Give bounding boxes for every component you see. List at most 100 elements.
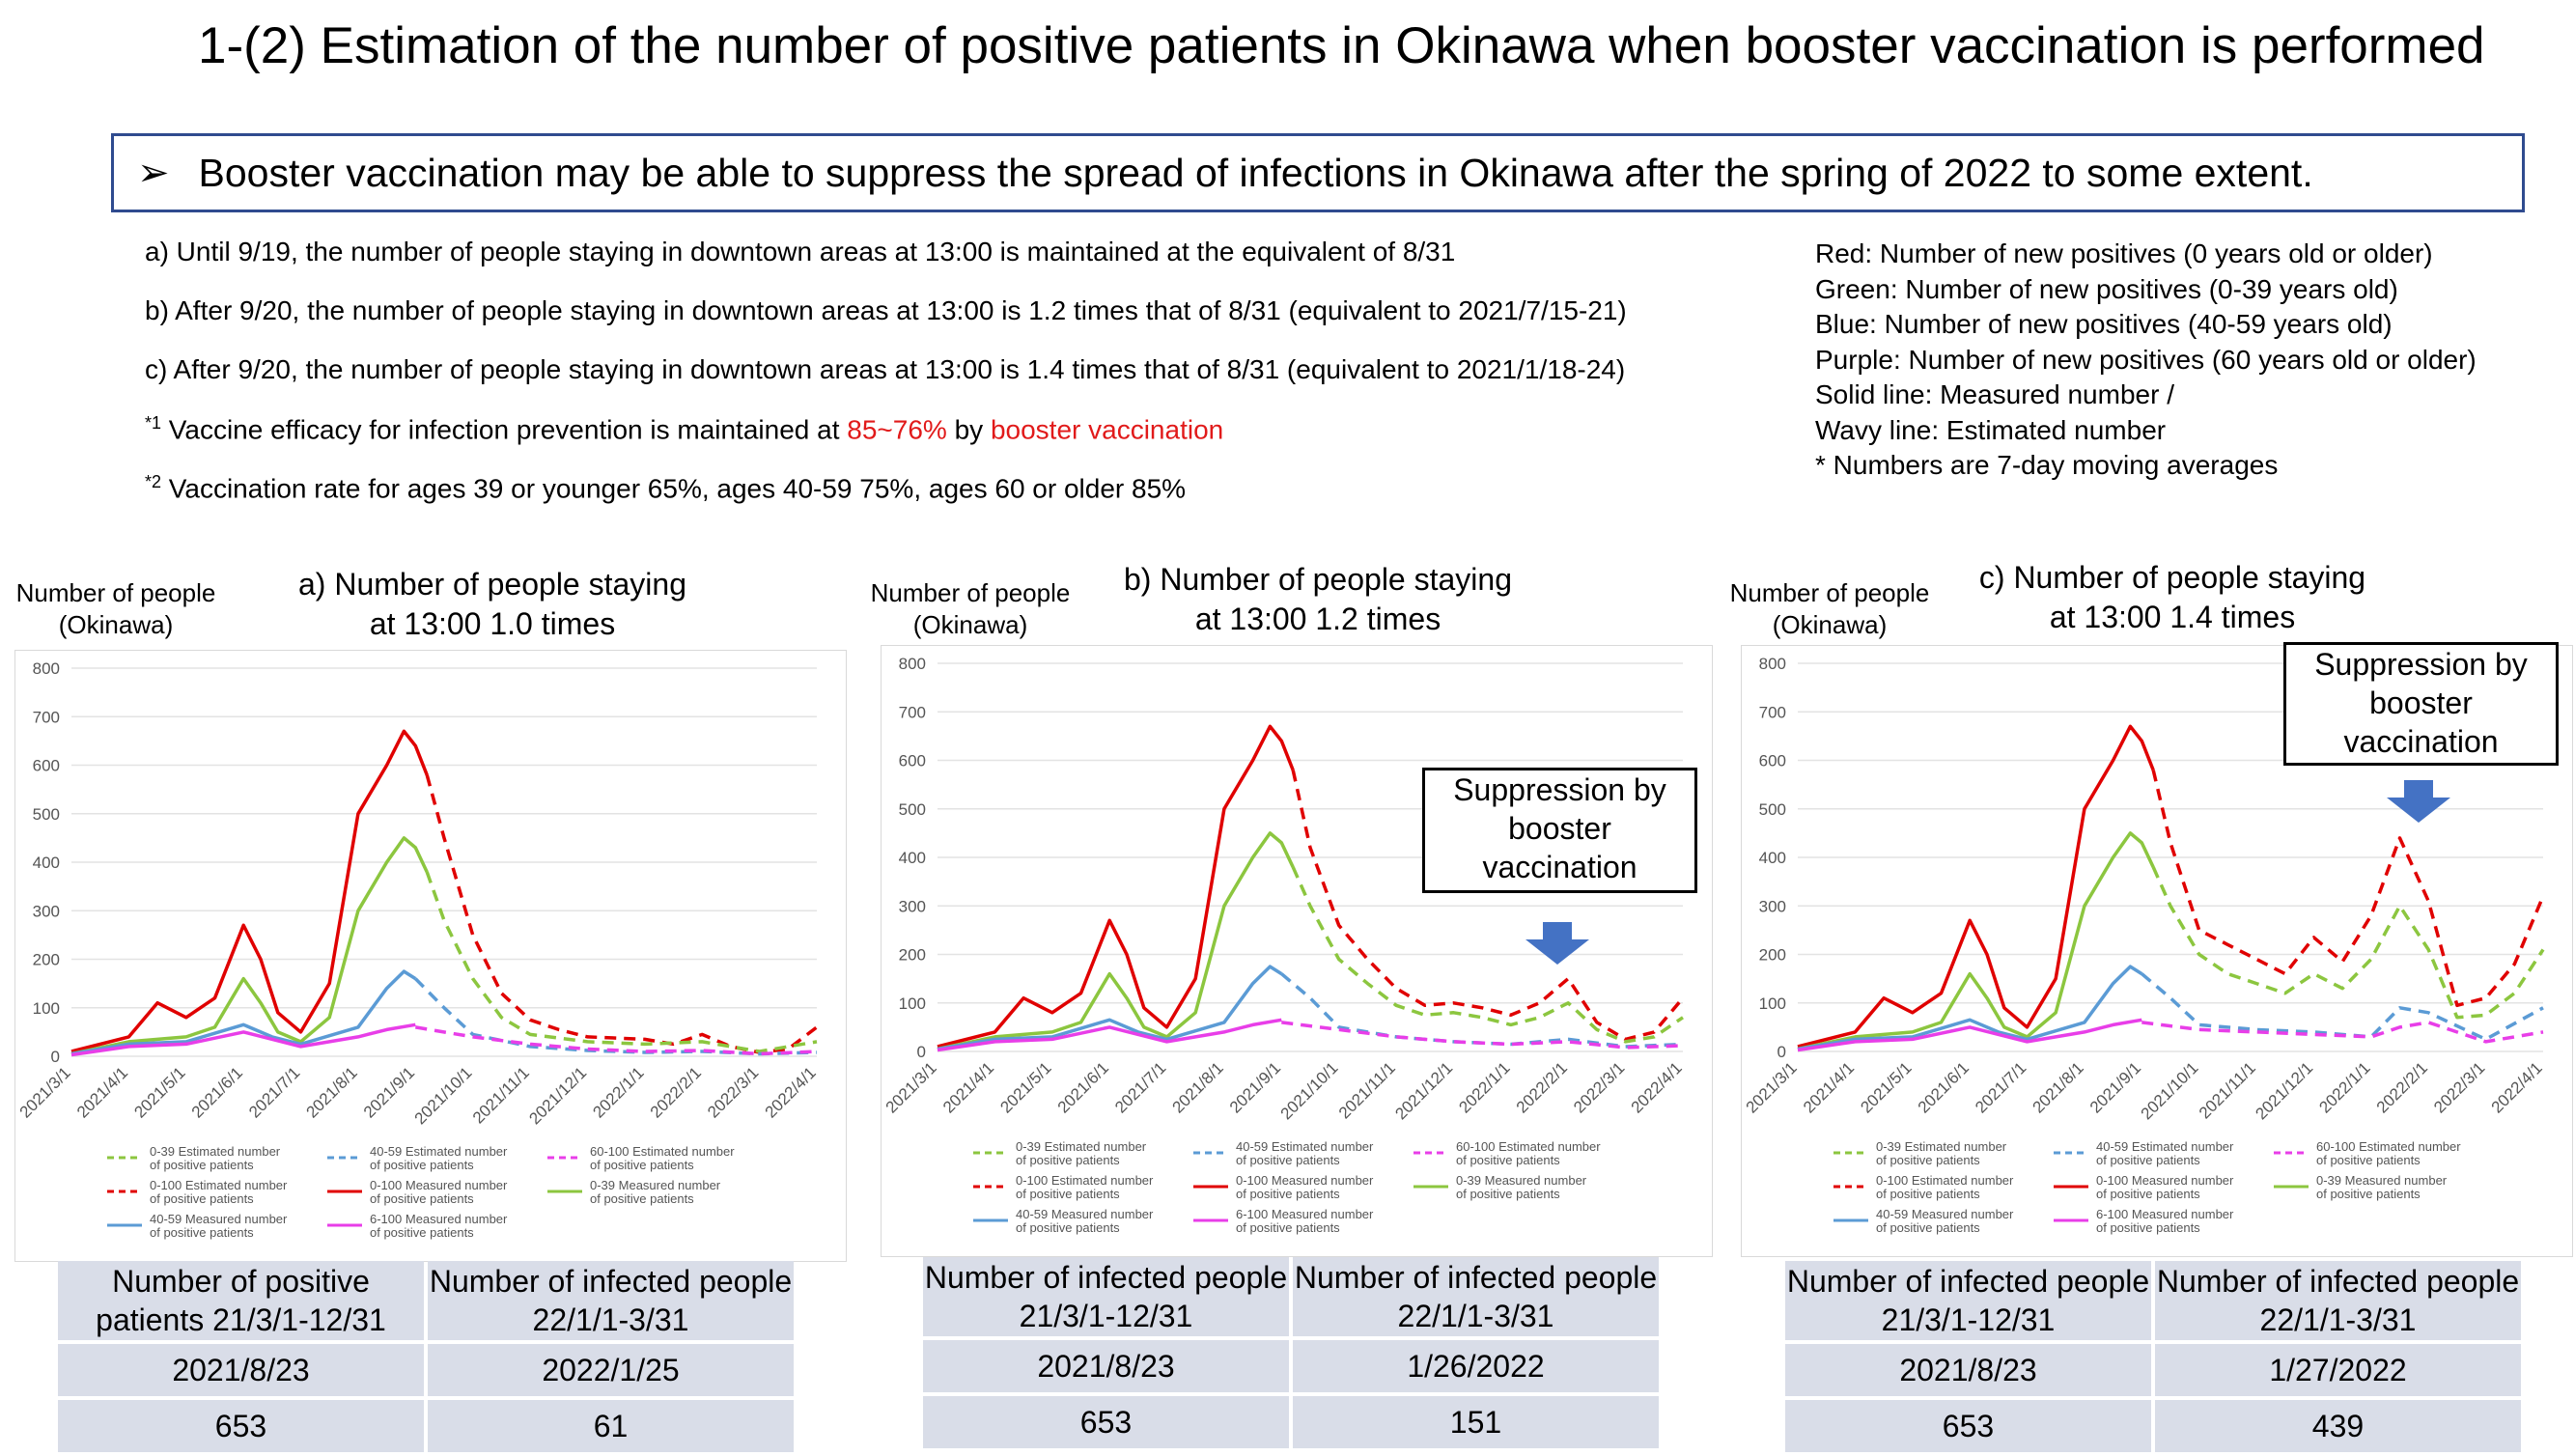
callout-line: vaccination xyxy=(1482,850,1637,884)
legend-label: 0-39 Estimated number of positive patient… xyxy=(1876,1139,2007,1167)
table-cell: 653 xyxy=(923,1396,1289,1448)
condition-b: b) After 9/20, the number of people stay… xyxy=(145,295,1627,325)
x-tick-label: 2021/3/1 xyxy=(882,1058,940,1116)
y-tick-label: 0 xyxy=(1777,1043,1786,1061)
condition-c: c) After 9/20, the number of people stay… xyxy=(145,354,1626,384)
y-tick-label: 600 xyxy=(1759,752,1786,770)
y-tick-label: 800 xyxy=(899,655,926,673)
y-tick-label: 200 xyxy=(1759,946,1786,965)
x-tick-label: 2021/7/1 xyxy=(1972,1058,2029,1116)
table-cell: 653 xyxy=(1785,1400,2151,1452)
series-line xyxy=(70,969,417,1056)
series-line xyxy=(937,1018,1282,1052)
y-tick-label: 400 xyxy=(33,854,60,872)
legend-label: 0-39 Measured number of positive patients xyxy=(590,1178,721,1206)
legend-label: 40-59 Estimated number of positive patien… xyxy=(370,1144,508,1172)
note-vaccine-efficacy: *1 Vaccine efficacy for infection preven… xyxy=(145,413,1223,445)
y-tick-label: 300 xyxy=(899,897,926,915)
series-line xyxy=(425,774,819,1054)
series-line xyxy=(2141,1021,2544,1044)
table-cell: 2022/1/25 xyxy=(428,1344,794,1396)
x-tick-label: 2022/3/1 xyxy=(1570,1058,1628,1116)
legend-label: 6-100 Measured number of positive patient… xyxy=(370,1212,508,1240)
x-tick-label: 2021/8/1 xyxy=(303,1063,361,1121)
y-tick-label: 300 xyxy=(33,902,60,920)
page-title: 1-(2) Estimation of the number of positi… xyxy=(198,17,2485,74)
legend-label: 6-100 Measured number of positive patient… xyxy=(2096,1207,2234,1235)
series-line xyxy=(1797,965,2143,1051)
series-line xyxy=(937,831,1295,1051)
banner-text: Booster vaccination may be able to suppr… xyxy=(198,150,2313,195)
legend-line: Red: Number of new positives (0 years ol… xyxy=(1815,238,2433,268)
note-text: Vaccine efficacy for infection preventio… xyxy=(161,414,848,445)
series-line xyxy=(415,1025,818,1056)
callout-line: vaccination xyxy=(2343,724,2499,759)
x-tick-label: 2022/1/1 xyxy=(2315,1058,2373,1116)
table-header: Number of infected people 21/3/1-12/31 xyxy=(1785,1261,2151,1340)
x-tick-label: 2021/9/1 xyxy=(1226,1058,1284,1116)
panel-a-title: a) Number of people staying at 13:00 1.0… xyxy=(251,565,734,644)
y-tick-label: 600 xyxy=(33,757,60,775)
x-tick-label: 2021/10/1 xyxy=(2138,1058,2202,1123)
y-tick-label: 200 xyxy=(899,946,926,965)
legend-label: 40-59 Measured number of positive patient… xyxy=(1876,1207,2014,1235)
x-tick-label: 2022/1/1 xyxy=(1455,1058,1513,1116)
series-line xyxy=(1291,770,1685,1042)
y-tick-label: 300 xyxy=(1759,897,1786,915)
panel-a-ylabel: Number of people (Okinawa) xyxy=(0,577,232,641)
x-tick-label: 2022/2/1 xyxy=(2373,1058,2431,1116)
y-tick-label: 200 xyxy=(33,951,60,969)
panel-c-title: c) Number of people staying at 13:00 1.4… xyxy=(1931,558,2414,637)
series-line xyxy=(1291,866,1684,1044)
table-cell: 2021/8/23 xyxy=(1785,1344,2151,1396)
ylabel-line: Number of people xyxy=(15,578,216,607)
legend-line: * Numbers are 7-day moving averages xyxy=(1815,450,2279,480)
x-tick-label: 2021/6/1 xyxy=(1915,1058,1973,1116)
legend-label: 40-59 Estimated number of positive patien… xyxy=(1236,1139,1374,1167)
callout-line: Suppression by xyxy=(1453,772,1666,807)
table-header: Number of infected people 22/1/1-3/31 xyxy=(2155,1261,2521,1340)
note-mark: *2 xyxy=(145,472,162,491)
ylabel-line: (Okinawa) xyxy=(58,610,174,639)
note-highlight-efficacy: 85~76% xyxy=(847,414,947,445)
panel-c-summary-table: Number of infected people 21/3/1-12/31 Nu… xyxy=(1781,1257,2525,1456)
note-text: Vaccination rate for ages 39 or younger … xyxy=(161,473,1187,504)
x-tick-label: 2022/2/1 xyxy=(647,1063,705,1121)
x-tick-label: 2022/3/1 xyxy=(2430,1058,2488,1116)
series-line xyxy=(2151,866,2545,1020)
panel-b-ylabel: Number of people (Okinawa) xyxy=(854,577,1086,641)
y-tick-label: 500 xyxy=(1759,800,1786,819)
y-tick-label: 500 xyxy=(33,805,60,824)
legend-label: 60-100 Estimated number of positive patie… xyxy=(590,1144,735,1172)
series-line xyxy=(2151,770,2545,1008)
x-tick-label: 2021/5/1 xyxy=(996,1058,1054,1116)
legend-line: Purple: Number of new positives (60 year… xyxy=(1815,344,2477,375)
x-tick-label: 2021/4/1 xyxy=(939,1058,997,1116)
down-arrow-icon xyxy=(2387,780,2450,823)
x-tick-label: 2021/12/1 xyxy=(2252,1058,2316,1123)
x-tick-label: 2022/4/1 xyxy=(2488,1058,2546,1116)
legend-label: 0-100 Estimated number of positive patien… xyxy=(1876,1173,2014,1201)
panel-b-summary-table: Number of infected people 21/3/1-12/31 Nu… xyxy=(919,1253,1663,1452)
legend-label: 0-39 Measured number of positive patients xyxy=(2316,1173,2448,1201)
x-tick-label: 2021/5/1 xyxy=(1857,1058,1915,1116)
table-header: Number of infected people 22/1/1-3/31 xyxy=(1293,1257,1659,1336)
series-line xyxy=(70,729,429,1053)
x-tick-label: 2021/4/1 xyxy=(73,1063,131,1121)
table-header: Number of infected people 21/3/1-12/31 xyxy=(923,1257,1289,1336)
summary-banner: ➢ Booster vaccination may be able to sup… xyxy=(111,133,2525,212)
legend-label: 0-100 Measured number of positive patient… xyxy=(2096,1173,2234,1201)
y-tick-label: 0 xyxy=(51,1048,60,1066)
down-arrow-icon xyxy=(1525,922,1589,965)
table-cell: 61 xyxy=(428,1400,794,1452)
table-cell: 439 xyxy=(2155,1400,2521,1452)
series-line xyxy=(937,965,1283,1051)
legend-label: 40-59 Measured number of positive patient… xyxy=(1016,1207,1154,1235)
y-tick-label: 100 xyxy=(899,994,926,1013)
y-tick-label: 700 xyxy=(1759,703,1786,721)
x-tick-label: 2022/4/1 xyxy=(762,1063,820,1121)
table-cell: 2021/8/23 xyxy=(58,1344,424,1396)
panel-a-summary-table: Number of positive patients 21/3/1-12/31… xyxy=(54,1257,798,1456)
bullet-arrow-icon: ➢ xyxy=(137,152,170,194)
x-tick-label: 2022/2/1 xyxy=(1513,1058,1571,1116)
